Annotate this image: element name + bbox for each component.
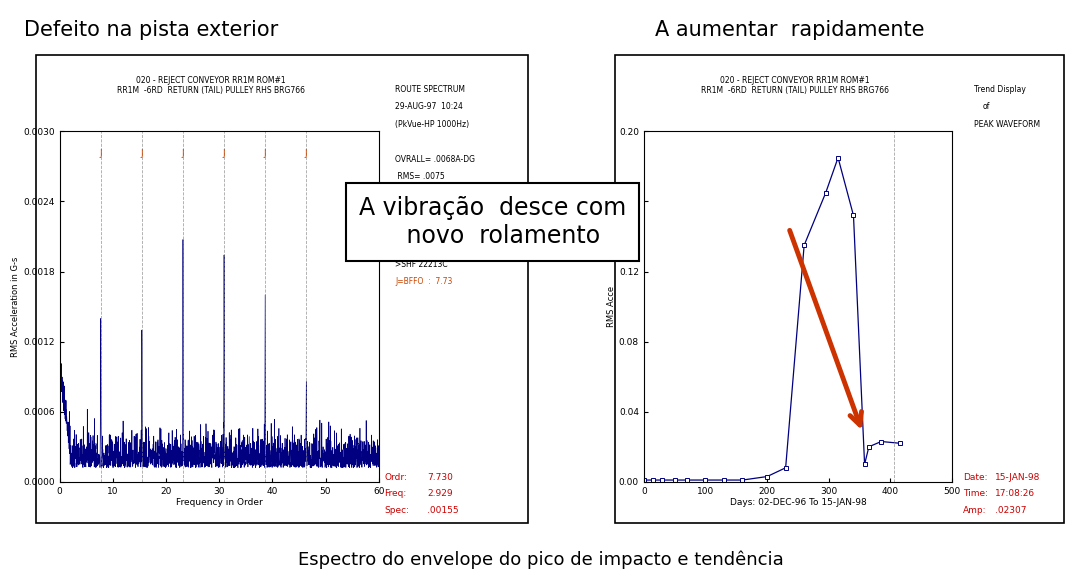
Text: 020 - REJECT CONVEYOR RR1M ROM#1: 020 - REJECT CONVEYOR RR1M ROM#1	[136, 76, 286, 85]
Text: 29-AUG-97  10:24: 29-AUG-97 10:24	[395, 102, 463, 111]
Text: OVRALL= .0068A-DG: OVRALL= .0068A-DG	[395, 155, 475, 164]
Text: 020 - REJECT CONVEYOR RR1M ROM#1: 020 - REJECT CONVEYOR RR1M ROM#1	[721, 76, 870, 85]
Text: 17:08:26: 17:08:26	[995, 489, 1035, 498]
Text: Amp:: Amp:	[963, 506, 987, 515]
Text: J=BFFO  :  7.73: J=BFFO : 7.73	[395, 277, 452, 286]
Text: .02307: .02307	[995, 506, 1027, 515]
Text: J: J	[182, 149, 184, 158]
Text: Date:: Date:	[963, 473, 988, 482]
Text: J: J	[264, 149, 266, 158]
Text: Spec:: Spec:	[384, 506, 409, 515]
Text: PEAK WAVEFORM: PEAK WAVEFORM	[974, 120, 1040, 128]
Text: Espectro do envelope do pico de impacto e tendência: Espectro do envelope do pico de impacto …	[299, 551, 783, 569]
Text: .00155: .00155	[427, 506, 459, 515]
Text: A vibração  desce com
   novo  rolamento: A vibração desce com novo rolamento	[359, 196, 625, 248]
Text: Ordr:: Ordr:	[384, 473, 407, 482]
Y-axis label: RMS Acce: RMS Acce	[607, 286, 616, 327]
Text: J: J	[141, 149, 143, 158]
Text: 15-JAN-98: 15-JAN-98	[995, 473, 1041, 482]
Text: 7.730: 7.730	[427, 473, 453, 482]
Text: Defeito na pista exterior: Defeito na pista exterior	[25, 20, 278, 40]
Text: RR1M  -6RD  RETURN (TAIL) PULLEY RHS BRG766: RR1M -6RD RETURN (TAIL) PULLEY RHS BRG76…	[701, 86, 889, 95]
Text: Time:: Time:	[963, 489, 988, 498]
X-axis label: Days: 02-DEC-96 To 15-JAN-98: Days: 02-DEC-96 To 15-JAN-98	[729, 498, 867, 507]
Text: 2.929: 2.929	[427, 489, 453, 498]
Text: ROUTE SPECTRUM: ROUTE SPECTRUM	[395, 85, 465, 93]
Text: A aumentar  rapidamente: A aumentar rapidamente	[655, 20, 925, 40]
Text: Trend Display: Trend Display	[974, 85, 1026, 93]
Text: J: J	[223, 149, 225, 158]
Text: RPS=  .38: RPS= .38	[395, 225, 435, 234]
Text: of: of	[982, 102, 990, 111]
Text: RR1M  -6RD  RETURN (TAIL) PULLEY RHS BRG766: RR1M -6RD RETURN (TAIL) PULLEY RHS BRG76…	[117, 86, 305, 95]
Text: RPM=  23: RPM= 23	[395, 207, 435, 216]
Text: J: J	[100, 149, 102, 158]
Text: J: J	[305, 149, 307, 158]
Text: (PkVue-HP 1000Hz): (PkVue-HP 1000Hz)	[395, 120, 470, 128]
Text: >SHF 22213C: >SHF 22213C	[395, 260, 448, 269]
Text: RMS= .0075: RMS= .0075	[395, 172, 445, 181]
X-axis label: Frequency in Order: Frequency in Order	[175, 498, 263, 507]
Y-axis label: RMS Acceleration in G-s: RMS Acceleration in G-s	[11, 256, 21, 357]
Text: LOAD= 100.0: LOAD= 100.0	[395, 190, 449, 199]
Text: Freq:: Freq:	[384, 489, 407, 498]
